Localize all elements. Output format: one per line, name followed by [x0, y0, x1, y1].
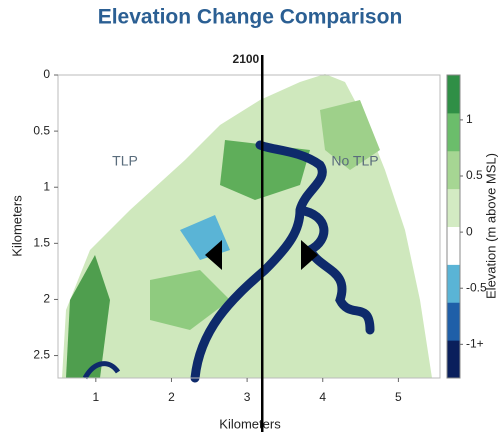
y-tick-label: 0.5: [33, 123, 50, 137]
plot-frame: [57, 74, 441, 379]
x-tick-label: 4: [319, 390, 326, 404]
vegetation: [150, 270, 230, 330]
x-tick-label: 1: [92, 390, 99, 404]
colorbar-band: [447, 112, 460, 152]
colorbar-band: [447, 340, 460, 379]
colorbar-band: [447, 188, 460, 227]
y-tick-label: 1: [43, 179, 50, 193]
y-tick-label: 2.5: [33, 348, 50, 362]
river: [82, 361, 121, 380]
arrow: [301, 240, 318, 270]
map-terrain: [58, 74, 440, 383]
colorbar-band: [447, 226, 460, 265]
colorbar-tick-label: 1: [466, 112, 473, 126]
colorbar-frame: [446, 74, 461, 379]
high-ground: [66, 255, 110, 378]
y-tick-label: 0: [43, 67, 50, 81]
colorbar-band: [447, 264, 460, 303]
colorbar-tick-label: -0.5: [466, 280, 487, 294]
annotation: TLP: [112, 153, 138, 169]
colorbar-tick-label: -1+: [466, 337, 484, 351]
colorbar-band: [447, 150, 460, 190]
x-axis-label: Kilometers: [219, 416, 281, 431]
colorbar-tick-label: 0.5: [466, 168, 483, 182]
colorbar-label: Elevation (m above MSL): [483, 153, 498, 299]
colorbar-band: [447, 75, 460, 114]
chart-title: Elevation Change Comparison: [98, 6, 403, 29]
divider-label: 2100: [233, 52, 260, 66]
annotation: No TLP: [331, 153, 378, 169]
colorbar-tick-label: 0: [466, 224, 473, 238]
colorbar-band: [447, 302, 460, 341]
x-tick-label: 2: [168, 390, 175, 404]
river: [190, 140, 375, 383]
arrow: [205, 240, 222, 270]
x-tick-label: 3: [244, 390, 251, 404]
y-tick-label: 1.5: [33, 236, 50, 250]
y-tick-label: 2: [43, 292, 50, 306]
y-axis-label: Kilometers: [9, 195, 24, 257]
vegetation: [320, 100, 380, 170]
x-tick-label: 5: [395, 390, 402, 404]
